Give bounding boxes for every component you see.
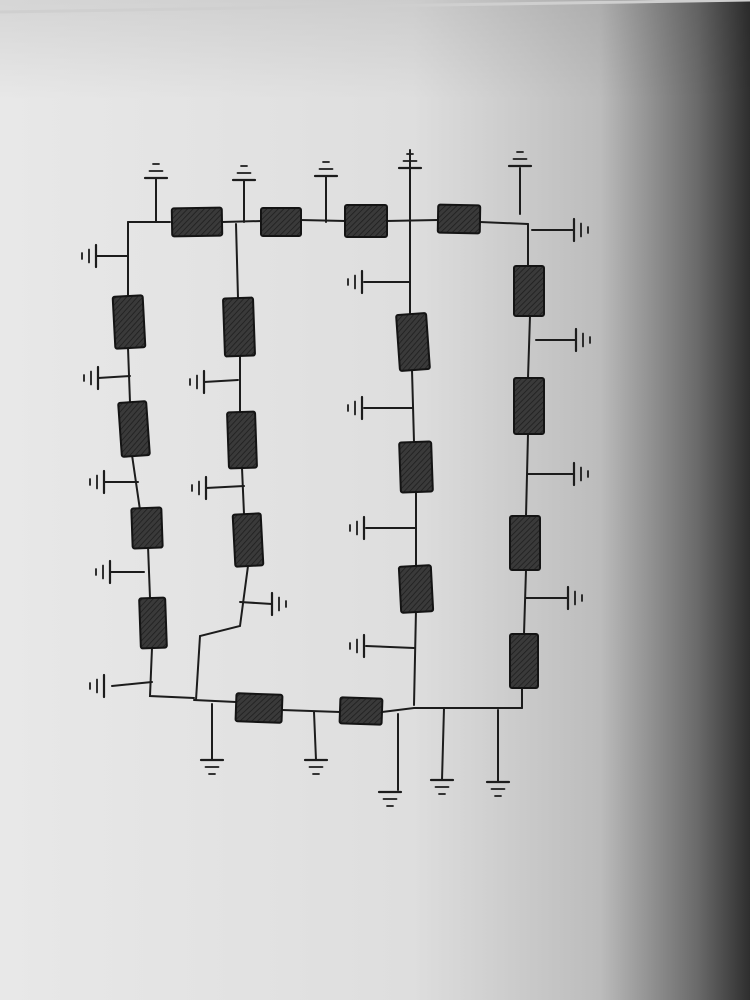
resistor-icon bbox=[509, 515, 541, 571]
ground-icon bbox=[191, 475, 208, 501]
wire-10 bbox=[235, 223, 239, 299]
ground-icon bbox=[485, 780, 511, 797]
ground-symbols bbox=[81, 151, 591, 807]
ground-icon bbox=[397, 153, 423, 170]
ground-stub-22 bbox=[313, 711, 317, 761]
resistor-icon bbox=[222, 296, 256, 358]
ground-icon bbox=[95, 559, 112, 585]
ground-icon bbox=[143, 163, 169, 180]
resistor-icon bbox=[436, 203, 482, 235]
ground-icon bbox=[429, 778, 455, 795]
ground-stub-17 bbox=[239, 601, 273, 605]
ground-icon bbox=[349, 633, 366, 659]
wire-24 bbox=[281, 709, 341, 713]
wire-17 bbox=[413, 609, 417, 706]
resistor-icon bbox=[509, 633, 539, 689]
resistor-icon bbox=[231, 512, 265, 568]
ground-stub-24 bbox=[441, 707, 445, 781]
ground-icon bbox=[574, 327, 591, 353]
resistor-icon bbox=[226, 410, 258, 470]
wire-21 bbox=[523, 569, 527, 635]
resistor-icon bbox=[395, 312, 431, 372]
ground-stub-8 bbox=[97, 375, 131, 379]
ground-icon bbox=[303, 758, 329, 775]
resistor-icon bbox=[397, 564, 435, 614]
ground-icon bbox=[572, 217, 589, 243]
wire-20 bbox=[525, 433, 529, 517]
ground-icon bbox=[83, 365, 100, 391]
resistor-icon bbox=[513, 265, 545, 317]
wire-12 bbox=[241, 467, 245, 515]
wire-19 bbox=[527, 315, 531, 379]
resistor-icon bbox=[130, 506, 164, 550]
resistor-icon bbox=[398, 440, 434, 494]
ground-icon bbox=[89, 469, 106, 495]
ground-icon bbox=[572, 461, 589, 487]
resistor-icon bbox=[260, 207, 302, 237]
ground-icon bbox=[377, 790, 403, 807]
ground-stub-20 bbox=[111, 681, 153, 687]
ground-stub-13 bbox=[205, 485, 245, 489]
resistor-icon bbox=[170, 206, 224, 238]
ground-icon bbox=[507, 151, 533, 168]
resistor-icon bbox=[117, 400, 151, 458]
wire-23 bbox=[193, 699, 237, 703]
wire-3 bbox=[385, 219, 439, 222]
ground-icon bbox=[199, 758, 225, 775]
wire-15 bbox=[411, 369, 415, 443]
circuit-wires bbox=[95, 149, 577, 791]
ground-icon bbox=[313, 161, 339, 178]
resistor-icon bbox=[138, 596, 168, 650]
ground-stub-9 bbox=[203, 379, 239, 383]
ground-icon bbox=[270, 591, 287, 617]
ground-icon bbox=[566, 585, 583, 611]
ground-icon bbox=[89, 673, 106, 699]
wire-8 bbox=[147, 545, 151, 599]
wire-25 bbox=[381, 707, 523, 713]
resistor-icon bbox=[344, 204, 388, 238]
resistor-icon bbox=[513, 377, 545, 435]
wire-2 bbox=[299, 219, 347, 222]
ground-icon bbox=[347, 269, 364, 295]
wire-4 bbox=[479, 221, 529, 225]
wire-6 bbox=[127, 347, 131, 403]
ground-icon bbox=[189, 369, 206, 395]
wire-1 bbox=[221, 220, 263, 223]
resistor-icon bbox=[111, 294, 147, 350]
ground-icon bbox=[231, 165, 257, 182]
ground-icon bbox=[349, 515, 366, 541]
ground-icon bbox=[347, 395, 364, 421]
wire-13 bbox=[195, 565, 249, 701]
resistor-icon bbox=[338, 696, 384, 726]
paper-edge bbox=[0, 0, 750, 14]
resistors bbox=[111, 203, 545, 726]
wire-9 bbox=[148, 647, 195, 699]
ground-icon bbox=[81, 243, 98, 269]
resistor-icon bbox=[234, 692, 284, 724]
ground-stub-19 bbox=[365, 645, 415, 649]
